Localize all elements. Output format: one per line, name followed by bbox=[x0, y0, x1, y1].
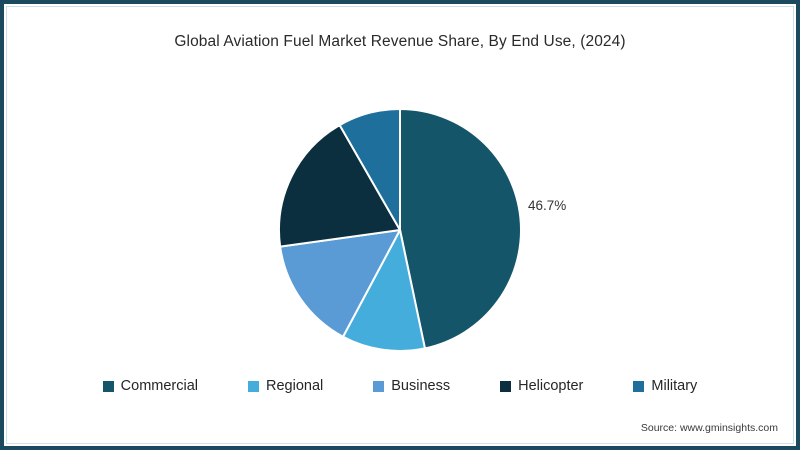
legend-item-helicopter[interactable]: Helicopter bbox=[500, 378, 583, 394]
legend-swatch-icon bbox=[373, 380, 385, 392]
legend-item-military[interactable]: Military bbox=[633, 378, 697, 394]
pie-slice-helicopter[interactable] bbox=[278, 124, 401, 248]
legend-item-label: Helicopter bbox=[518, 378, 584, 394]
source-attribution: Source: www.gminsights.com bbox=[640, 422, 778, 434]
pie-slice-regional[interactable] bbox=[342, 229, 426, 352]
pie-chart-svg bbox=[278, 108, 522, 352]
legend-item-label: Commercial bbox=[120, 378, 199, 394]
pie-slice-commercial[interactable] bbox=[399, 108, 522, 350]
page-title: Global Aviation Fuel Market Revenue Shar… bbox=[174, 33, 626, 50]
pie-slice-military[interactable] bbox=[338, 108, 401, 231]
legend-item-commercial[interactable]: Commercial bbox=[102, 378, 199, 394]
legend-swatch-icon bbox=[248, 380, 260, 392]
chart-legend: Commercial Regional Business Helicopter Mili… bbox=[0, 378, 800, 394]
commercial-share-label: 46.7% bbox=[528, 198, 567, 213]
pie-chart bbox=[278, 108, 522, 352]
legend-item-business[interactable]: Business bbox=[373, 378, 450, 394]
legend-item-regional[interactable]: Regional bbox=[248, 378, 323, 394]
pie-slice-business[interactable] bbox=[279, 229, 401, 338]
legend-swatch-icon bbox=[633, 380, 645, 392]
legend-item-label: Business bbox=[391, 378, 451, 394]
legend-swatch-icon bbox=[500, 380, 512, 392]
legend-item-label: Regional bbox=[266, 378, 324, 394]
legend-swatch-icon bbox=[102, 380, 114, 392]
legend-item-label: Military bbox=[651, 378, 698, 394]
